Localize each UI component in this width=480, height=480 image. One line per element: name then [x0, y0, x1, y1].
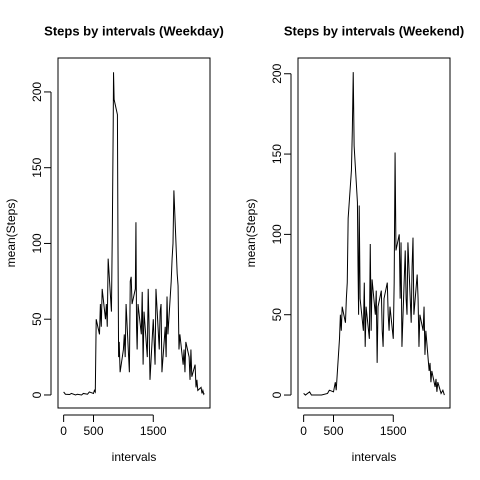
x-axis-label: intervals — [112, 450, 157, 464]
x-tick-label: 1500 — [380, 424, 407, 438]
y-tick-label: 0 — [30, 391, 44, 398]
y-tick-label: 50 — [270, 308, 284, 322]
x-tick-label: 0 — [300, 424, 307, 438]
y-tick-label: 0 — [270, 391, 284, 398]
x-tick-label: 0 — [60, 424, 67, 438]
y-tick-label: 100 — [30, 233, 44, 253]
y-tick-label: 100 — [270, 224, 284, 244]
y-axis-label: mean(Steps) — [244, 199, 258, 268]
data-line — [303, 72, 445, 396]
y-tick-label: 150 — [270, 144, 284, 164]
plot-box — [297, 57, 451, 409]
y-tick-label: 50 — [30, 312, 44, 326]
x-tick-label: 500 — [83, 424, 103, 438]
y-tick-label: 150 — [30, 157, 44, 177]
chart-title: Steps by intervals (Weekday) — [44, 23, 224, 38]
chart-title: Steps by intervals (Weekend) — [284, 23, 464, 38]
x-axis-label: intervals — [352, 450, 397, 464]
x-tick-label: 1500 — [140, 424, 167, 438]
y-axis-label: mean(Steps) — [4, 199, 18, 268]
y-tick-label: 200 — [30, 82, 44, 102]
y-tick-label: 200 — [270, 63, 284, 83]
plot-box — [57, 57, 211, 409]
data-line — [63, 72, 205, 396]
x-tick-label: 500 — [323, 424, 343, 438]
